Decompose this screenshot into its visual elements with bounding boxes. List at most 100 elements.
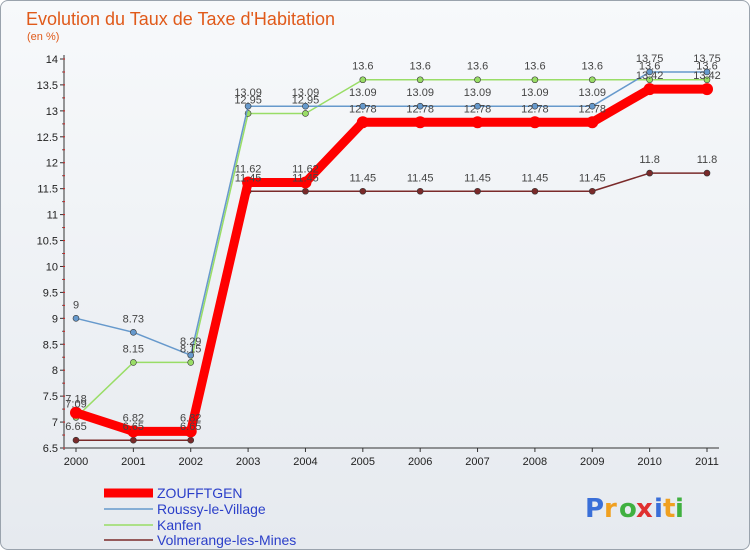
data-label: 12.78 — [349, 103, 377, 115]
legend-label: Volmerange-les-Mines — [157, 532, 296, 548]
data-point — [646, 169, 653, 177]
data-point — [244, 102, 252, 110]
data-point — [187, 436, 195, 444]
data-point — [531, 102, 539, 110]
data-point — [359, 102, 367, 110]
data-point — [416, 76, 424, 84]
x-tick-label: 2000 — [64, 456, 88, 468]
data-label: 11.45 — [407, 172, 434, 184]
data-point — [416, 102, 424, 110]
data-label: 11.8 — [639, 154, 660, 166]
chart-subtitle: (en %) — [27, 31, 59, 43]
data-label: 8.15 — [180, 343, 201, 355]
y-tick-label: 7.5 — [43, 391, 58, 403]
data-point — [528, 116, 541, 129]
data-point — [359, 76, 367, 84]
x-tick-label: 2004 — [293, 456, 317, 468]
x-tick-label: 2008 — [523, 456, 547, 468]
series-line-kanfen — [75, 78, 708, 419]
series-layer — [70, 68, 713, 444]
data-point — [184, 425, 197, 438]
data-point — [703, 76, 711, 84]
y-tick-label: 8.5 — [43, 339, 58, 351]
data-label: 12.78 — [464, 103, 492, 115]
data-point — [474, 76, 481, 84]
y-tick-label: 13.5 — [37, 80, 58, 92]
data-point — [588, 102, 596, 110]
data-label: 7.09 — [65, 398, 86, 410]
data-label: 13.6 — [409, 61, 430, 73]
data-label: 13.6 — [467, 61, 488, 73]
data-point — [130, 436, 137, 444]
data-point — [72, 436, 80, 444]
data-point — [643, 83, 656, 96]
data-point — [588, 187, 596, 195]
data-label: 13.42 — [693, 70, 721, 82]
y-tick-label: 10 — [46, 261, 58, 273]
data-label: 11.45 — [235, 172, 262, 184]
data-label: 12.78 — [579, 103, 607, 115]
x-tick-label: 2011 — [695, 456, 719, 468]
data-point — [302, 187, 309, 195]
y-tick-label: 9.5 — [43, 287, 58, 299]
data-label: 9 — [73, 299, 79, 311]
logo-letter: x — [636, 494, 653, 524]
data-label: 12.95 — [292, 94, 320, 106]
data-point — [359, 187, 367, 195]
data-point — [701, 83, 713, 96]
y-tick-label: 8 — [52, 365, 58, 377]
data-point — [356, 116, 369, 129]
data-label: 11.45 — [464, 172, 491, 184]
legend-label: Kanfen — [157, 517, 201, 533]
y-tick-label: 11 — [47, 210, 58, 222]
data-point — [646, 76, 653, 84]
data-label: 11.62 — [235, 163, 262, 175]
series-line-roussy-le-village — [75, 71, 708, 356]
data-point — [474, 102, 481, 110]
data-label: 13.09 — [292, 87, 320, 99]
data-label: 13.09 — [349, 87, 377, 99]
data-label: 6.82 — [123, 412, 144, 424]
x-tick-label: 2006 — [408, 456, 432, 468]
data-point — [242, 176, 255, 189]
x-tick-label: 2001 — [121, 456, 145, 468]
data-label: 13.6 — [352, 61, 373, 73]
logo-letter: r — [604, 494, 617, 524]
data-point — [588, 76, 596, 84]
data-label: 6.65 — [180, 421, 201, 433]
data-label: 13.75 — [636, 53, 664, 65]
data-label: 11.45 — [522, 172, 549, 184]
data-label: 13.09 — [406, 87, 434, 99]
y-tick-label: 11.5 — [37, 184, 58, 196]
legend-label: Roussy-le-Village — [157, 501, 266, 517]
logo-letter: i — [675, 494, 684, 524]
data-label: 8.29 — [180, 336, 201, 348]
data-point — [416, 187, 424, 195]
logo-letter: P — [585, 494, 604, 524]
data-label: 11.45 — [349, 172, 376, 184]
legend-label: ZOUFFTGEN — [157, 485, 243, 501]
data-point — [72, 315, 80, 322]
data-label: 11.8 — [697, 154, 718, 166]
data-label: 13.6 — [524, 61, 545, 73]
series-line-volmerange-les-mines — [75, 172, 708, 441]
x-tick-label: 2007 — [465, 456, 489, 468]
logo-letter: t — [663, 494, 675, 524]
data-point — [646, 68, 653, 76]
y-tick-label: 13 — [46, 106, 58, 118]
data-point — [531, 187, 539, 195]
y-tick-label: 10.5 — [37, 236, 58, 248]
data-point — [70, 406, 82, 419]
axes: 6.5 7 7.5 8 8.5 9 9.5 10 10.5 11 11.5 12 12.5 13 13.5 1… — [37, 54, 719, 468]
data-label: 11.62 — [292, 163, 319, 175]
data-point — [531, 76, 539, 84]
logo-letter: o — [619, 494, 637, 524]
data-label: 6.82 — [180, 412, 201, 424]
data-point — [586, 116, 599, 129]
data-label: 13.09 — [521, 87, 549, 99]
data-label: 12.78 — [521, 103, 549, 115]
y-tick-label: 6.5 — [43, 443, 58, 455]
